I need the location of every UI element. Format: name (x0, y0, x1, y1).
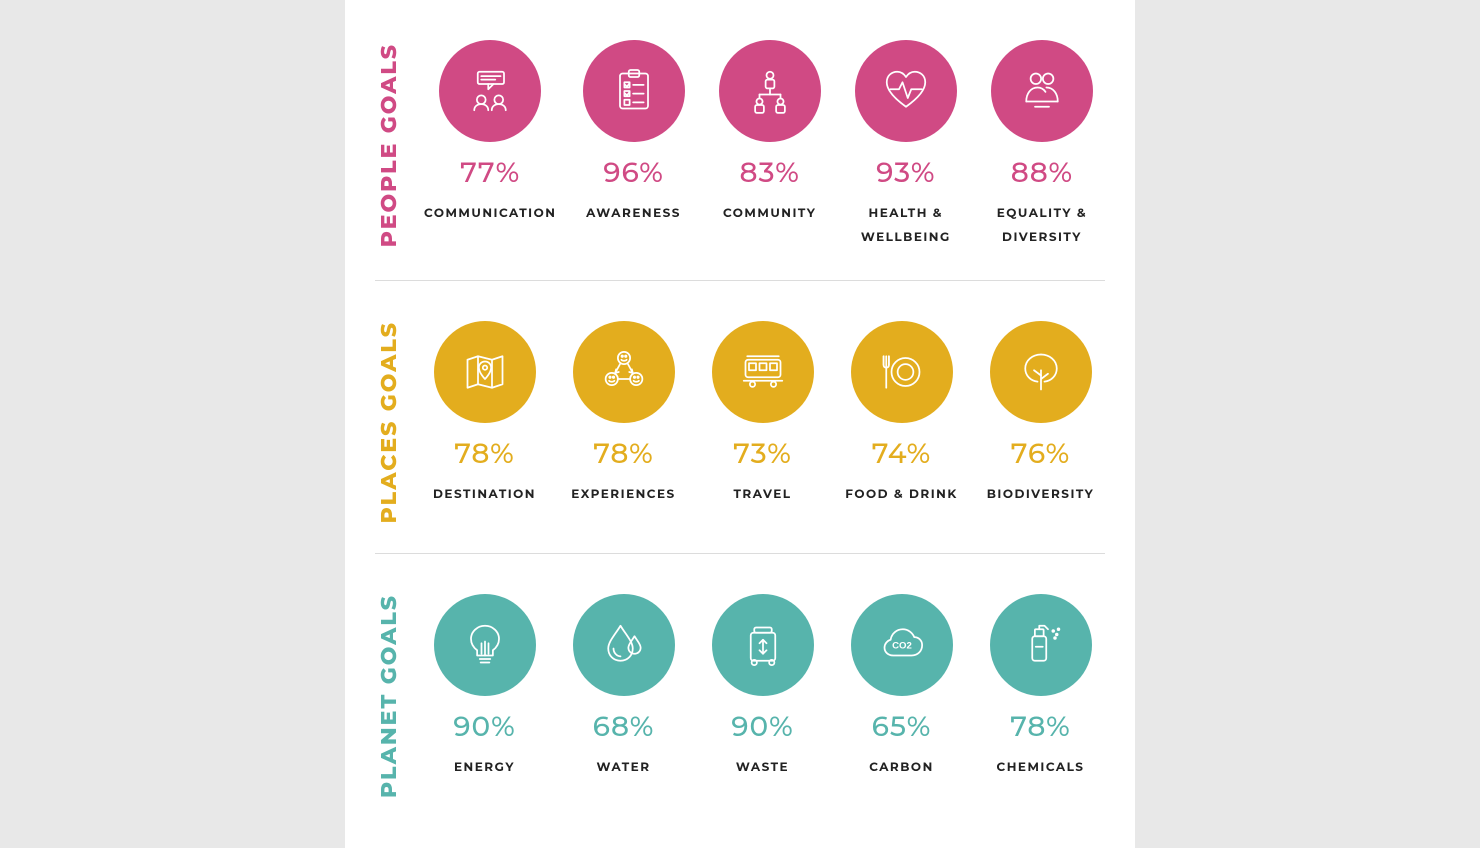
section-places: PLACES GOALS 78% DESTINATION 78% EXPERIE… (375, 280, 1105, 553)
card-label: CARBON (837, 756, 966, 780)
pct-value: 78% (559, 437, 688, 471)
card-label: COMMUNITY (707, 202, 833, 226)
pct-value: 77% (420, 156, 560, 190)
card-awareness: 96% AWARENESS (570, 40, 696, 250)
equality-icon (991, 40, 1093, 142)
pct-value: 90% (420, 710, 549, 744)
pct-value: 83% (707, 156, 833, 190)
card-label: WASTE (698, 756, 827, 780)
pct-value: 68% (559, 710, 688, 744)
card-label: HEALTH & WELLBEING (843, 202, 969, 250)
communication-icon (439, 40, 541, 142)
pct-value: 90% (698, 710, 827, 744)
card-energy: 90% ENERGY (420, 594, 549, 780)
card-label: CHEMICALS (976, 756, 1105, 780)
pct-value: 73% (698, 437, 827, 471)
card-community: 83% COMMUNITY (707, 40, 833, 250)
pct-value: 93% (843, 156, 969, 190)
carbon-icon: CO2 (851, 594, 953, 696)
pct-value: 65% (837, 710, 966, 744)
card-chemicals: 78% CHEMICALS (976, 594, 1105, 780)
svg-text:CO2: CO2 (892, 641, 912, 652)
section-title-people: PEOPLE GOALS (375, 43, 402, 247)
card-label: EXPERIENCES (559, 483, 688, 507)
card-label: BIODIVERSITY (976, 483, 1105, 507)
biodiversity-icon (990, 321, 1092, 423)
experiences-icon (573, 321, 675, 423)
card-waste: 90% WASTE (698, 594, 827, 780)
waste-icon (712, 594, 814, 696)
card-label: EQUALITY & DIVERSITY (979, 202, 1105, 250)
pct-value: 88% (979, 156, 1105, 190)
card-label: AWARENESS (570, 202, 696, 226)
card-label: COMMUNICATION (420, 202, 560, 226)
pct-value: 78% (976, 710, 1105, 744)
section-title-planet: PLANET GOALS (375, 594, 402, 798)
food-icon (851, 321, 953, 423)
card-equality: 88% EQUALITY & DIVERSITY (979, 40, 1105, 250)
card-label: ENERGY (420, 756, 549, 780)
card-label: FOOD & DRINK (837, 483, 966, 507)
section-planet: PLANET GOALS 90% ENERGY 68% WATER (375, 553, 1105, 828)
card-label: DESTINATION (420, 483, 549, 507)
energy-icon (434, 594, 536, 696)
pct-value: 74% (837, 437, 966, 471)
pct-value: 76% (976, 437, 1105, 471)
chemicals-icon (990, 594, 1092, 696)
pct-value: 96% (570, 156, 696, 190)
section-people: PEOPLE GOALS 77% COMMUNICATION 96% AWARE… (375, 30, 1105, 280)
travel-icon (712, 321, 814, 423)
planet-grid: 90% ENERGY 68% WATER 90% WASTE CO2 (420, 594, 1105, 780)
card-biodiversity: 76% BIODIVERSITY (976, 321, 1105, 507)
card-travel: 73% TRAVEL (698, 321, 827, 507)
card-water: 68% WATER (559, 594, 688, 780)
card-experiences: 78% EXPERIENCES (559, 321, 688, 507)
infographic-page: PEOPLE GOALS 77% COMMUNICATION 96% AWARE… (345, 0, 1135, 848)
places-grid: 78% DESTINATION 78% EXPERIENCES 73% TRAV… (420, 321, 1105, 507)
people-grid: 77% COMMUNICATION 96% AWARENESS 83% COMM… (420, 40, 1105, 250)
health-icon (855, 40, 957, 142)
card-health: 93% HEALTH & WELLBEING (843, 40, 969, 250)
water-icon (573, 594, 675, 696)
awareness-icon (583, 40, 685, 142)
card-label: TRAVEL (698, 483, 827, 507)
card-carbon: CO2 65% CARBON (837, 594, 966, 780)
card-communication: 77% COMMUNICATION (420, 40, 560, 250)
destination-icon (434, 321, 536, 423)
card-label: WATER (559, 756, 688, 780)
card-destination: 78% DESTINATION (420, 321, 549, 507)
community-icon (719, 40, 821, 142)
section-title-places: PLACES GOALS (375, 321, 402, 523)
card-food: 74% FOOD & DRINK (837, 321, 966, 507)
pct-value: 78% (420, 437, 549, 471)
